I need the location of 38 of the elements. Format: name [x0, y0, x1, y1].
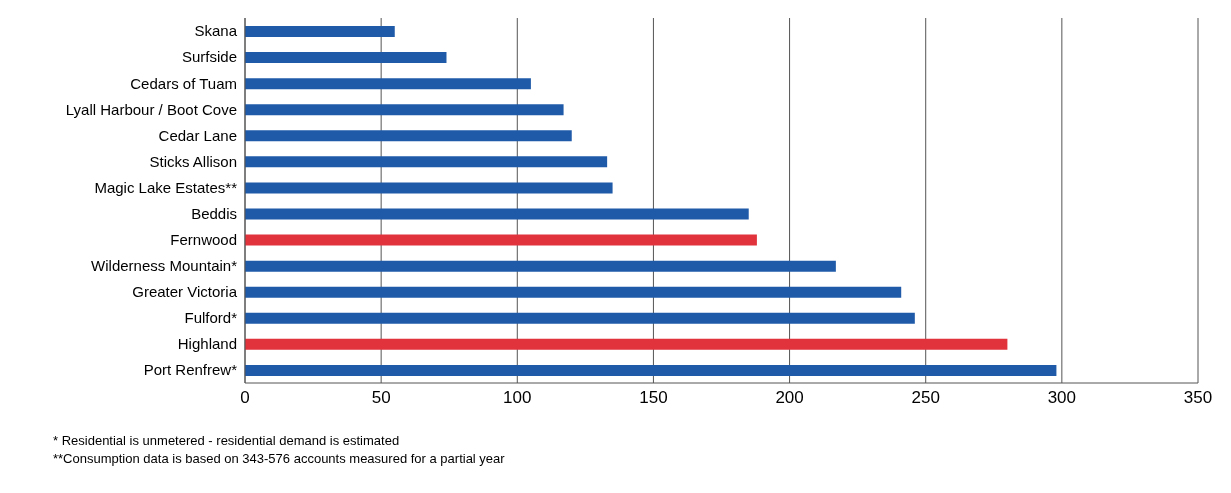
bar — [245, 26, 395, 37]
bar — [245, 234, 757, 246]
bar — [245, 260, 836, 272]
y-tick-label: Cedar Lane — [158, 126, 237, 144]
text: **Consumption data is based on 343-576 accounts measured for a partial year — [53, 450, 506, 468]
x-tick-label: 0 — [240, 388, 250, 408]
bar — [245, 338, 1008, 350]
y-tick-label: Sticks Allison — [149, 152, 237, 170]
bar — [245, 78, 531, 90]
y-tick-label: Fulford* — [184, 309, 238, 327]
y-tick-label: Beddis — [191, 204, 237, 222]
y-tick-label: Wilderness Mountain* — [91, 257, 238, 274]
x-tick-label: 200 — [775, 388, 804, 408]
x-tick-label: 50 — [371, 388, 391, 408]
bar — [245, 52, 447, 64]
x-tick-label: 250 — [911, 388, 940, 408]
bar — [245, 156, 608, 168]
bar — [245, 182, 613, 194]
bar — [245, 208, 749, 220]
y-tick-label: Skana — [194, 22, 238, 40]
y-tick-label: Cedars of Tuam — [130, 74, 237, 92]
x-tick-label: 150 — [639, 388, 668, 408]
x-tick-label: 350 — [1183, 388, 1213, 408]
text: * Residential is unmetered - residential demand is estimated — [53, 432, 401, 450]
y-tick-label: Lyall Harbour / Boot Cove — [65, 100, 237, 118]
y-tick-label: Greater Victoria — [132, 283, 238, 301]
y-tick-label: Port Renfrew* — [143, 361, 238, 379]
y-tick-label: Surfside — [181, 48, 237, 66]
x-tick-label: 300 — [1047, 388, 1077, 408]
y-tick-label: Fernwood — [170, 230, 237, 248]
bar — [245, 104, 564, 116]
y-tick-label: Highland — [177, 335, 237, 353]
bar — [245, 312, 915, 324]
bar — [245, 364, 1057, 376]
y-tick-label: Magic Lake Estates** — [94, 178, 238, 196]
bar — [245, 130, 572, 142]
x-tick-label: 100 — [503, 388, 532, 408]
bar — [245, 286, 902, 298]
